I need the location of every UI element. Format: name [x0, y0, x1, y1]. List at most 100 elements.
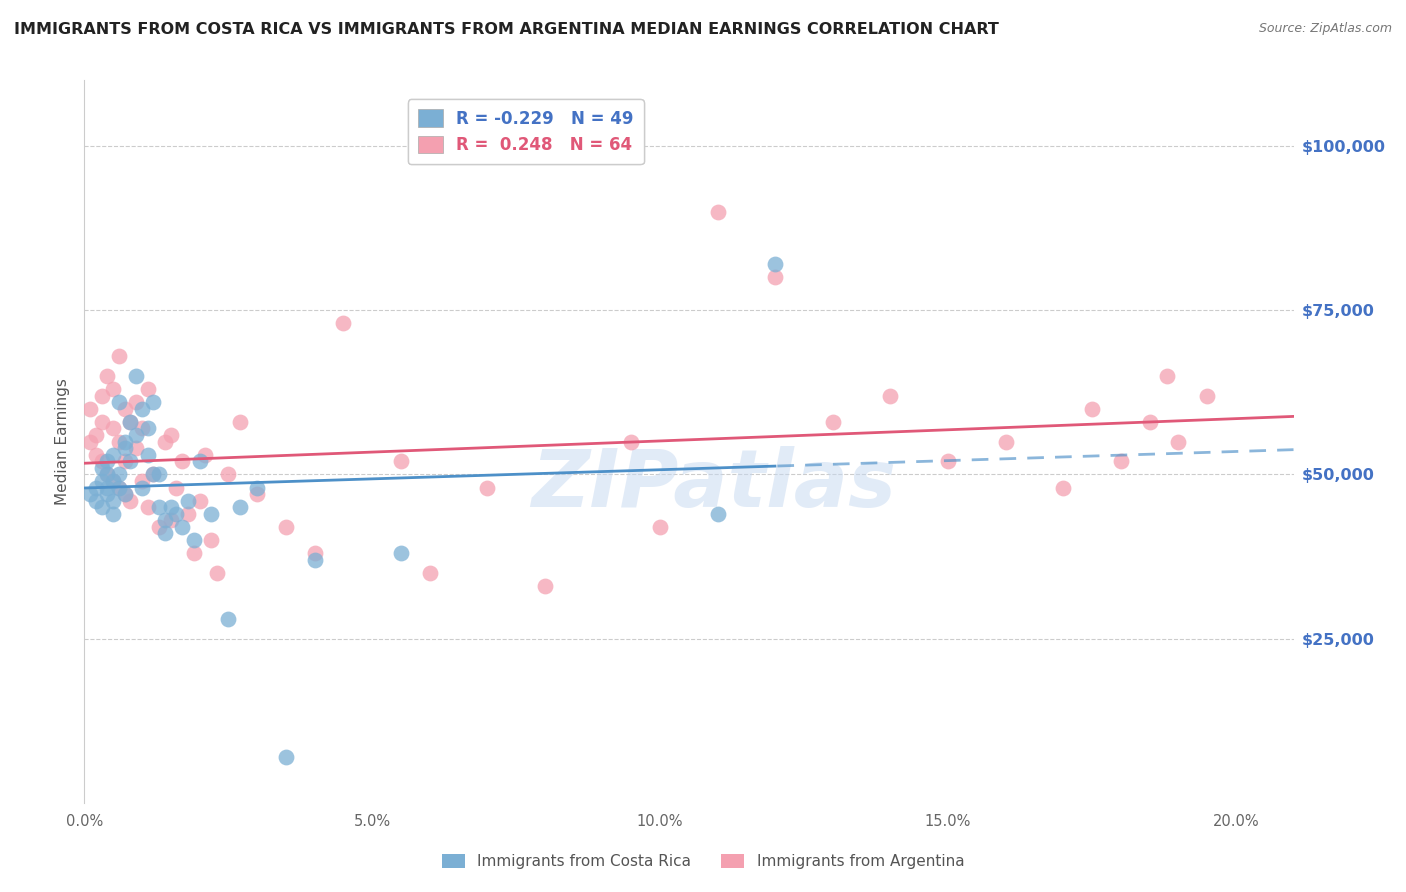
Point: [620, 434, 643, 449]
Point: [217, 612, 239, 626]
Point: [96, 368, 118, 383]
Point: [1197, 388, 1219, 402]
Point: [1081, 401, 1104, 416]
Point: [120, 454, 142, 468]
Point: [650, 520, 672, 534]
Point: [200, 533, 222, 547]
Point: [108, 481, 131, 495]
Point: [125, 428, 148, 442]
Point: [120, 493, 142, 508]
Point: [879, 388, 901, 402]
Point: [1052, 481, 1074, 495]
Point: [148, 500, 170, 515]
Point: [1156, 368, 1178, 383]
Point: [1109, 454, 1132, 468]
Point: [332, 316, 354, 330]
Point: [101, 382, 124, 396]
Point: [148, 520, 170, 534]
Point: [159, 500, 181, 515]
Point: [419, 566, 441, 580]
Point: [1167, 434, 1189, 449]
Point: [763, 257, 786, 271]
Point: [101, 448, 124, 462]
Point: [142, 395, 165, 409]
Point: [125, 395, 148, 409]
Point: [90, 500, 112, 515]
Point: [101, 421, 124, 435]
Point: [200, 507, 222, 521]
Point: [177, 507, 200, 521]
Point: [229, 500, 252, 515]
Point: [166, 507, 188, 521]
Point: [84, 481, 107, 495]
Point: [96, 454, 118, 468]
Point: [153, 526, 176, 541]
Point: [96, 467, 118, 482]
Point: [114, 401, 136, 416]
Point: [108, 434, 131, 449]
Point: [159, 513, 181, 527]
Point: [246, 481, 269, 495]
Point: [114, 454, 136, 468]
Point: [90, 474, 112, 488]
Point: [90, 388, 112, 402]
Legend: R = -0.229   N = 49, R =  0.248   N = 64: R = -0.229 N = 49, R = 0.248 N = 64: [408, 99, 644, 164]
Point: [101, 507, 124, 521]
Point: [108, 481, 131, 495]
Point: [108, 467, 131, 482]
Point: [142, 467, 165, 482]
Point: [114, 441, 136, 455]
Point: [148, 467, 170, 482]
Point: [120, 415, 142, 429]
Point: [84, 428, 107, 442]
Point: [96, 487, 118, 501]
Point: [96, 467, 118, 482]
Point: [706, 204, 728, 219]
Legend: Immigrants from Costa Rica, Immigrants from Argentina: Immigrants from Costa Rica, Immigrants f…: [436, 848, 970, 875]
Point: [90, 454, 112, 468]
Point: [304, 553, 326, 567]
Point: [136, 448, 159, 462]
Point: [153, 434, 176, 449]
Point: [188, 493, 211, 508]
Point: [936, 454, 959, 468]
Point: [79, 487, 101, 501]
Y-axis label: Median Earnings: Median Earnings: [55, 378, 70, 505]
Point: [136, 421, 159, 435]
Point: [188, 454, 211, 468]
Point: [84, 493, 107, 508]
Point: [821, 415, 844, 429]
Point: [114, 434, 136, 449]
Point: [142, 467, 165, 482]
Point: [229, 415, 252, 429]
Point: [994, 434, 1017, 449]
Point: [217, 467, 239, 482]
Point: [1139, 415, 1161, 429]
Point: [183, 533, 205, 547]
Text: ZIPatlas: ZIPatlas: [530, 446, 896, 524]
Point: [177, 493, 200, 508]
Point: [90, 415, 112, 429]
Point: [194, 448, 217, 462]
Point: [183, 546, 205, 560]
Point: [131, 401, 153, 416]
Point: [131, 421, 153, 435]
Point: [389, 546, 412, 560]
Point: [153, 513, 176, 527]
Point: [90, 460, 112, 475]
Point: [172, 454, 194, 468]
Point: [706, 507, 728, 521]
Point: [763, 270, 786, 285]
Point: [304, 546, 326, 560]
Point: [84, 448, 107, 462]
Point: [534, 579, 557, 593]
Point: [131, 481, 153, 495]
Point: [101, 493, 124, 508]
Point: [120, 415, 142, 429]
Point: [477, 481, 499, 495]
Point: [96, 481, 118, 495]
Point: [101, 474, 124, 488]
Point: [108, 349, 131, 363]
Point: [79, 401, 101, 416]
Text: Source: ZipAtlas.com: Source: ZipAtlas.com: [1258, 22, 1392, 36]
